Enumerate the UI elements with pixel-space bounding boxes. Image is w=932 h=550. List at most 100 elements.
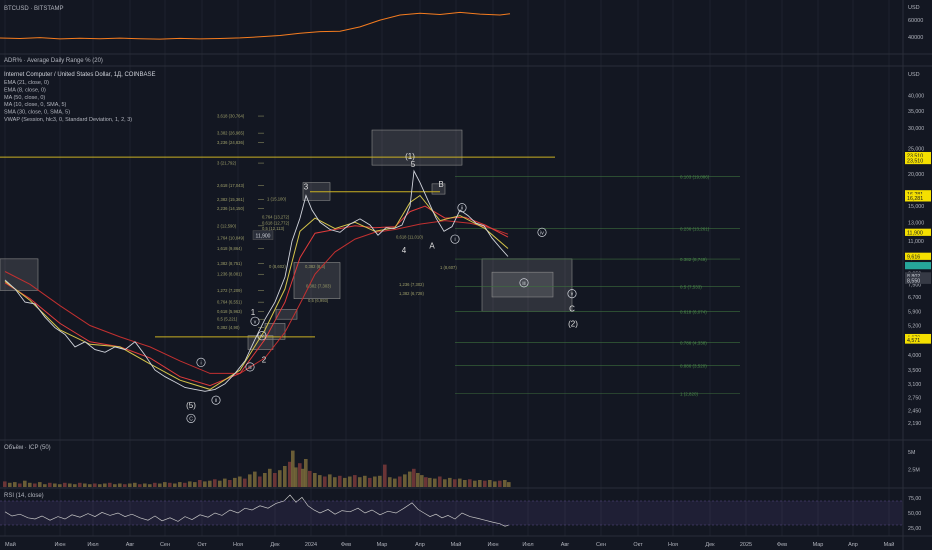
volume-bar <box>503 480 507 487</box>
volume-bar <box>108 482 112 487</box>
rsi-band <box>0 501 903 525</box>
volume-bar <box>343 477 347 487</box>
volume-bar <box>168 482 172 487</box>
volume-bar <box>173 483 177 487</box>
volume-bar <box>143 483 147 487</box>
volume-bar <box>498 480 502 487</box>
fib-ext-label: 1,272 (7,209) <box>217 288 243 293</box>
main-axis-tick: 30,000 <box>908 126 924 132</box>
ema-8-line <box>4 194 509 390</box>
volume-bar <box>238 476 242 487</box>
fib-level-label: 0.236 (13,261) <box>680 227 710 232</box>
grid-lines <box>4 0 890 536</box>
volume-bar <box>258 476 262 487</box>
fib-ext-label: 0,5 (5,221) <box>217 317 238 322</box>
main-price-panel: Internet Computer / United States Dollar… <box>0 72 931 427</box>
volume-bar <box>318 475 322 487</box>
btc-axis-tick: USD <box>908 5 920 11</box>
wave-target-box <box>293 262 341 299</box>
rsi-panel: RSI (14, close) 75,00 50,00 25,00 <box>0 493 921 532</box>
time-axis-label: Сен <box>160 542 170 548</box>
price-tag-label: 23,510 <box>907 154 923 160</box>
indicator-legend-item: MA (50, close, 0) <box>4 95 45 101</box>
volume-bar <box>463 480 467 487</box>
fib-mid-label: 0,618 (12,772) <box>262 221 290 226</box>
ma-50-line <box>4 220 509 374</box>
volume-bar <box>416 473 420 487</box>
main-panel-title: Internet Computer / United States Dollar… <box>4 72 155 78</box>
fib-extension-left: 3,618 (30,764) 3,382 (26,965) 3,236 (24,83… <box>217 114 264 330</box>
volume-bar <box>308 470 312 487</box>
price-tag-label: 4,571 <box>907 338 920 344</box>
volume-bar <box>424 477 428 487</box>
main-axis-tick: 5,900 <box>908 309 921 315</box>
wave-circle <box>457 203 467 213</box>
main-axis-currency: USD <box>908 72 920 78</box>
time-axis-label: Окт <box>633 542 643 548</box>
price-tag-box <box>905 156 931 165</box>
time-axis-label: 2024 <box>305 542 317 548</box>
volume-axis: 5M 2.5M <box>908 450 920 474</box>
wave-circle-label: v <box>571 292 574 298</box>
fib-ext-label: 1,764 (10,849) <box>217 236 245 241</box>
price-tag-box <box>905 272 931 280</box>
volume-panel: Объём · ICP (50) 5M 2.5M <box>3 445 920 487</box>
wave-circle <box>257 331 267 341</box>
indicator-legend: Internet Computer / United States Dollar… <box>4 72 155 123</box>
main-axis-tick: 2,750 <box>908 395 921 401</box>
volume-bar <box>193 482 197 487</box>
indicator-legend-item: VWAP (Session, hlc3, 0, Standard Deviati… <box>4 117 132 123</box>
volume-bar <box>373 476 377 487</box>
time-axis-label: Фев <box>777 542 787 548</box>
volume-bar <box>28 482 32 487</box>
volume-bar <box>58 484 62 487</box>
volume-bar <box>13 482 17 487</box>
wave-label: C <box>569 304 575 313</box>
wave-circle-label: i <box>454 237 455 243</box>
main-axis-tick: 40,000 <box>908 94 924 100</box>
volume-bar <box>298 463 302 487</box>
volume-bar <box>383 464 387 487</box>
fib-mid-label: 1 (8,607) <box>440 265 457 270</box>
wave-target-box <box>371 129 463 166</box>
price-tag-box <box>905 336 931 344</box>
fib-ext-label: 1,618 (9,864) <box>217 246 243 251</box>
wave-target-box <box>491 271 554 298</box>
time-axis-label: Июл <box>87 542 98 548</box>
volume-bar <box>243 478 247 487</box>
price-tag-label: 9,616 <box>907 254 920 260</box>
volume-bar <box>153 482 157 487</box>
fib-ext-label: 1,382 (8,751) <box>217 261 243 266</box>
fib-ext-label: 0,382 (4,90) <box>217 325 240 330</box>
time-axis-label: 2025 <box>740 542 752 548</box>
volume-bar <box>8 482 12 487</box>
rsi-line <box>4 494 510 527</box>
volume-bar <box>403 474 407 487</box>
time-axis[interactable]: Май Июн Июл Авг Сен Окт Ноя Дек 2024 Фев Мар Апр Май… <box>5 541 894 548</box>
volume-bar <box>468 479 472 487</box>
volume-bar <box>301 468 305 487</box>
price-tag-box <box>905 276 931 284</box>
wave-label: (1) <box>405 152 415 161</box>
fib-ext-label: 0,764 (6,551) <box>217 300 243 305</box>
fib-ext-label: 3 (21,792) <box>217 161 237 166</box>
wave-target-box <box>275 309 298 320</box>
volume-bar <box>443 479 447 487</box>
volume-bar <box>83 483 87 487</box>
wave-target-box <box>481 258 573 312</box>
volume-bar <box>228 480 232 487</box>
main-axis-tick: 15,000 <box>908 204 924 210</box>
fib-ext-label: 2 (12,590) <box>217 223 237 228</box>
price-tag-box <box>905 252 931 260</box>
volume-bar <box>158 483 162 487</box>
main-axis-tick: 6,700 <box>908 295 921 301</box>
volume-bar <box>73 484 77 487</box>
yellow-horizontal-lines <box>0 156 555 338</box>
volume-bar <box>148 484 152 487</box>
main-axis-tick: 35,000 <box>908 109 924 115</box>
fib-ext-label: 1,236 (8,081) <box>217 272 243 277</box>
volume-bar <box>128 483 132 487</box>
wave-boxes <box>0 129 573 350</box>
